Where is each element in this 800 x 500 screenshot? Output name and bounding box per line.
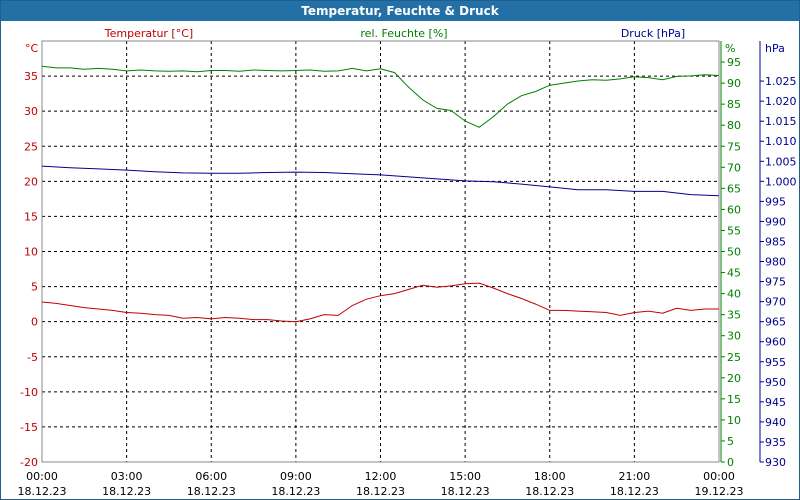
temperature-axis-unit: °C [25, 42, 39, 55]
humidity-tick-label: 65 [727, 182, 741, 195]
x-tick-time-label: 12:00 [365, 470, 397, 483]
pressure-axis-unit: hPa [765, 42, 785, 55]
pressure-tick-label: 955 [765, 356, 786, 369]
pressure-tick-label: 1.025 [765, 75, 797, 88]
pressure-series-line [41, 165, 720, 197]
humidity-tick-label: 90 [727, 77, 741, 90]
pressure-tick-label: 990 [765, 215, 786, 228]
humidity-tick-label: 50 [727, 246, 741, 259]
temperature-tick-label: -15 [20, 421, 38, 434]
pressure-tick-label: 995 [765, 195, 786, 208]
x-tick-date-label: 18.12.23 [441, 485, 490, 498]
humidity-tick-label: 80 [727, 119, 741, 132]
temperature-tick-label: -5 [27, 351, 38, 364]
humidity-tick-label: 40 [727, 288, 741, 301]
humidity-tick-label: 45 [727, 267, 741, 280]
humidity-axis-unit: % [725, 42, 735, 55]
pressure-tick-label: 980 [765, 256, 786, 269]
humidity-tick-label: 35 [727, 309, 741, 322]
pressure-tick-label: 1.015 [765, 115, 797, 128]
temperature-tick-label: 35 [24, 70, 38, 83]
pressure-tick-label: 1.000 [765, 175, 797, 188]
window-title: Temperatur, Feuchte & Druck [1, 1, 799, 21]
x-tick-date-label: 19.12.23 [695, 485, 744, 498]
pressure-tick-label: 1.005 [765, 155, 797, 168]
pressure-axis-label: Druck [hPa] [621, 27, 685, 40]
x-tick-time-label: 18:00 [534, 470, 566, 483]
temperature-axis-label: Temperatur [°C] [104, 27, 193, 40]
pressure-tick-label: 945 [765, 396, 786, 409]
temperature-tick-label: 30 [24, 105, 38, 118]
humidity-tick-label: 5 [727, 435, 734, 448]
temperature-tick-label: 0 [31, 316, 38, 329]
pressure-tick-label: 1.020 [765, 95, 797, 108]
x-tick-time-label: 06:00 [195, 470, 227, 483]
x-tick-date-label: 18.12.23 [610, 485, 659, 498]
temperature-series-line [41, 282, 719, 323]
pressure-tick-label: 940 [765, 416, 786, 429]
pressure-tick-label: 1.010 [765, 135, 797, 148]
humidity-tick-label: 95 [727, 56, 741, 69]
x-tick-date-label: 18.12.23 [18, 485, 67, 498]
humidity-tick-label: 60 [727, 203, 741, 216]
x-tick-time-label: 00:00 [703, 470, 735, 483]
temperature-tick-label: -20 [20, 456, 38, 469]
humidity-axis-label: rel. Feuchte [%] [360, 27, 447, 40]
x-tick-time-label: 03:00 [111, 470, 143, 483]
humidity-tick-label: 75 [727, 140, 741, 153]
pressure-tick-label: 950 [765, 376, 786, 389]
x-tick-time-label: 00:00 [26, 470, 58, 483]
humidity-series-line [41, 65, 720, 128]
humidity-tick-label: 15 [727, 393, 741, 406]
humidity-tick-label: 0 [727, 456, 734, 469]
x-tick-date-label: 18.12.23 [271, 485, 320, 498]
pressure-tick-label: 970 [765, 296, 786, 309]
temperature-tick-label: 5 [31, 281, 38, 294]
x-tick-time-label: 21:00 [619, 470, 651, 483]
x-tick-date-label: 18.12.23 [187, 485, 236, 498]
humidity-tick-label: 70 [727, 161, 741, 174]
temperature-tick-label: -10 [20, 386, 38, 399]
x-tick-date-label: 18.12.23 [102, 485, 151, 498]
x-tick-date-label: 18.12.23 [356, 485, 405, 498]
pressure-tick-label: 935 [765, 436, 786, 449]
humidity-tick-label: 30 [727, 330, 741, 343]
humidity-tick-label: 25 [727, 351, 741, 364]
pressure-tick-label: 930 [765, 456, 786, 469]
pressure-tick-label: 960 [765, 336, 786, 349]
x-tick-time-label: 15:00 [449, 470, 481, 483]
pressure-tick-label: 985 [765, 235, 786, 248]
pressure-tick-label: 975 [765, 276, 786, 289]
x-tick-time-label: 09:00 [280, 470, 312, 483]
temperature-tick-label: 15 [24, 210, 38, 223]
humidity-tick-label: 10 [727, 414, 741, 427]
pressure-tick-label: 965 [765, 316, 786, 329]
humidity-tick-label: 55 [727, 224, 741, 237]
plot-frame [41, 40, 720, 463]
temperature-tick-label: 10 [24, 246, 38, 259]
humidity-tick-label: 85 [727, 98, 741, 111]
humidity-tick-label: 20 [727, 372, 741, 385]
x-tick-date-label: 18.12.23 [525, 485, 574, 498]
temperature-tick-label: 20 [24, 175, 38, 188]
temperature-tick-label: 25 [24, 140, 38, 153]
